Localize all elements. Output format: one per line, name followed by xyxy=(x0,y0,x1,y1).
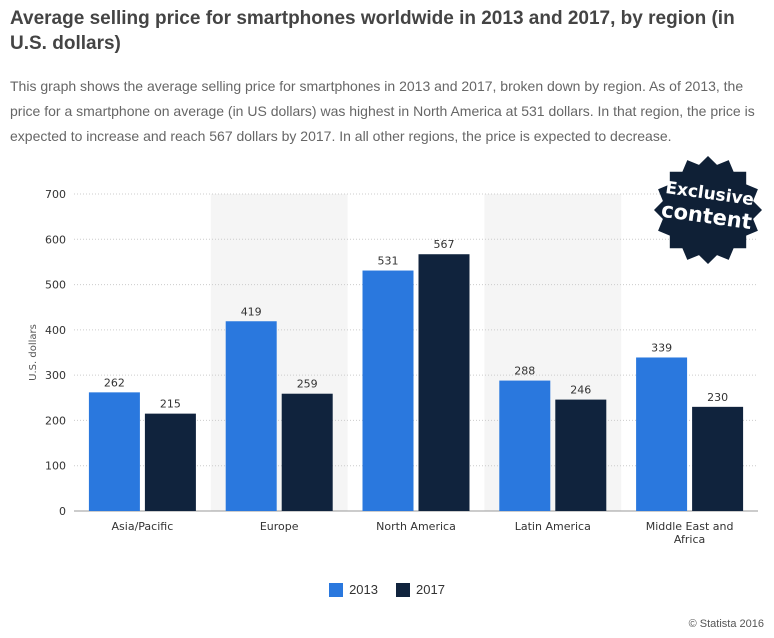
data-label: 246 xyxy=(570,384,591,397)
x-tick-label: Asia/Pacific xyxy=(112,520,174,533)
data-label: 419 xyxy=(241,305,262,318)
y-tick-label: 100 xyxy=(45,460,66,473)
bar-2013 xyxy=(225,321,277,511)
x-tick-label: North America xyxy=(376,520,456,533)
legend-item-2017[interactable]: 2017 xyxy=(396,582,445,597)
data-label: 259 xyxy=(297,378,318,391)
source-credit: © Statista 2016 xyxy=(688,618,764,630)
chart-title: Average selling price for smartphones wo… xyxy=(10,8,735,54)
y-axis-label: U.S. dollars xyxy=(28,324,39,381)
bar-2017 xyxy=(418,254,470,512)
data-label: 531 xyxy=(378,255,399,268)
x-tick-label: Middle East and Africa xyxy=(646,520,734,546)
data-label: 215 xyxy=(160,398,181,411)
x-tick-label: Latin America xyxy=(515,520,591,533)
y-tick-label: 300 xyxy=(45,369,66,382)
bar-2013 xyxy=(362,270,414,511)
data-label: 230 xyxy=(707,391,728,404)
chart-description: This graph shows the average selling pri… xyxy=(10,78,755,144)
legend-swatch-2017 xyxy=(396,582,410,597)
legend-item-2013[interactable]: 2013 xyxy=(329,582,378,597)
y-tick-label: 700 xyxy=(45,188,66,201)
badge-seal-icon xyxy=(654,156,762,264)
legend-label-2017: 2017 xyxy=(416,582,445,597)
bar-2013 xyxy=(88,392,140,511)
data-label: 567 xyxy=(434,238,455,251)
data-label: 262 xyxy=(104,376,125,389)
legend-label-2013: 2013 xyxy=(349,582,378,597)
legend-swatch-2013 xyxy=(329,582,344,597)
bar-2017 xyxy=(281,393,333,511)
x-tick-label: Europe xyxy=(260,520,299,533)
y-tick-label: 0 xyxy=(59,505,66,518)
bar-2013 xyxy=(636,357,688,511)
chart-legend: 2013 2017 xyxy=(0,582,774,597)
data-label: 288 xyxy=(514,365,535,378)
bar-2017 xyxy=(555,399,607,511)
bar-2017 xyxy=(144,413,196,511)
exclusive-content-badge: Exclusive content xyxy=(652,154,764,266)
y-tick-label: 600 xyxy=(45,233,66,246)
y-tick-label: 200 xyxy=(45,414,66,427)
y-tick-label: 400 xyxy=(45,324,66,337)
bar-2017 xyxy=(692,406,744,511)
data-label: 339 xyxy=(651,341,672,354)
bar-2013 xyxy=(499,380,551,511)
y-tick-label: 500 xyxy=(45,279,66,292)
